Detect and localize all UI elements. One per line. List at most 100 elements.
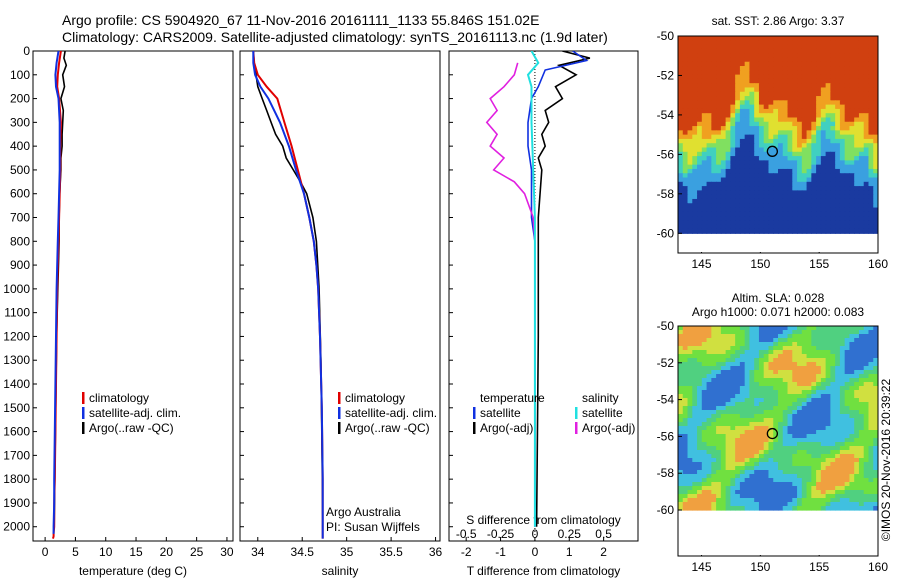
map-cell [711,160,717,166]
map-cell [863,177,870,183]
map-cell [735,470,741,475]
map-cell [787,156,793,161]
map-cell [697,402,703,407]
map-cell [773,394,779,399]
map-cell [782,168,789,174]
difference-tick-label: 1 [566,545,573,559]
map-cell [835,354,841,359]
map-cell [678,216,684,222]
map-cell [816,78,822,84]
map-cell [744,342,751,347]
map-cell [701,338,708,343]
map-cell [844,224,851,230]
map-cell [806,410,812,415]
t-diff-legend-label: Argo(-adj) [480,421,533,435]
map-cell [711,151,717,157]
map-cell [787,398,793,403]
map-cell [811,490,817,495]
map-cell [744,164,751,170]
map-cell [758,156,765,161]
map-cell [782,87,789,93]
map-cell [754,108,760,114]
map-cell [825,326,831,331]
map-cell [806,198,812,204]
map-cell [801,143,808,149]
map-cell [806,334,812,339]
map-cell [825,168,831,174]
map-cell [687,326,693,331]
map-cell [820,151,827,157]
map-cell [706,113,712,119]
map-cell [811,113,817,119]
map-cell [782,410,789,415]
map-cell [835,394,841,399]
map-cell [720,390,727,395]
map-cell [816,53,822,59]
map-cell [687,181,693,187]
map-cell [682,386,689,391]
map-cell [758,138,765,144]
map-cell [854,338,860,343]
map-cell [835,414,841,419]
map-cell [744,70,751,76]
map-cell [801,482,808,487]
map-cell [697,198,703,204]
map-cell [701,113,708,119]
map-cell [849,350,855,355]
map-cell [806,494,812,499]
map-cell [825,48,831,54]
map-cell [725,87,731,93]
map-cell [730,446,736,451]
map-cell [835,91,841,97]
map-cell [816,506,822,511]
map-cell [744,211,751,217]
map-cell [820,370,827,375]
map-cell [725,113,731,119]
map-cell [801,362,808,367]
map-cell [825,121,831,127]
map-cell [735,168,741,174]
map-cell [873,57,878,63]
map-cell [830,160,836,166]
map-cell [868,83,874,89]
map-cell [678,446,684,451]
map-cell [811,224,817,230]
map-cell [758,74,765,80]
map-cell [739,338,746,343]
map-cell [778,450,784,455]
map-cell [711,87,717,93]
map-cell [835,362,841,367]
map-cell [706,147,712,153]
map-cell [735,138,741,144]
map-cell [820,74,827,80]
map-cell [739,220,746,226]
map-cell [787,138,793,144]
map-cell [692,181,698,187]
map-cell [839,96,846,101]
map-cell [773,378,779,383]
map-cell [692,57,698,63]
map-cell [792,346,798,351]
map-cell [797,346,803,351]
map-cell [863,108,870,114]
map-cell [744,438,751,443]
map-cell [811,177,817,183]
depth-tick-label: 0 [23,44,30,58]
map-cell [720,190,727,196]
map-cell [873,207,878,213]
map-cell [858,207,865,213]
map-cell [678,130,684,136]
map-cell [725,402,731,407]
map-cell [797,426,803,431]
map-cell [835,478,841,483]
map-cell [806,470,812,475]
map-cell [697,454,703,459]
map-cell [811,474,817,479]
map-cell [868,53,874,59]
map-cell [816,108,822,114]
map-cell [763,426,770,431]
map-cell [711,462,717,467]
map-cell [716,378,722,383]
map-cell [763,490,770,495]
map-cell [868,474,874,479]
